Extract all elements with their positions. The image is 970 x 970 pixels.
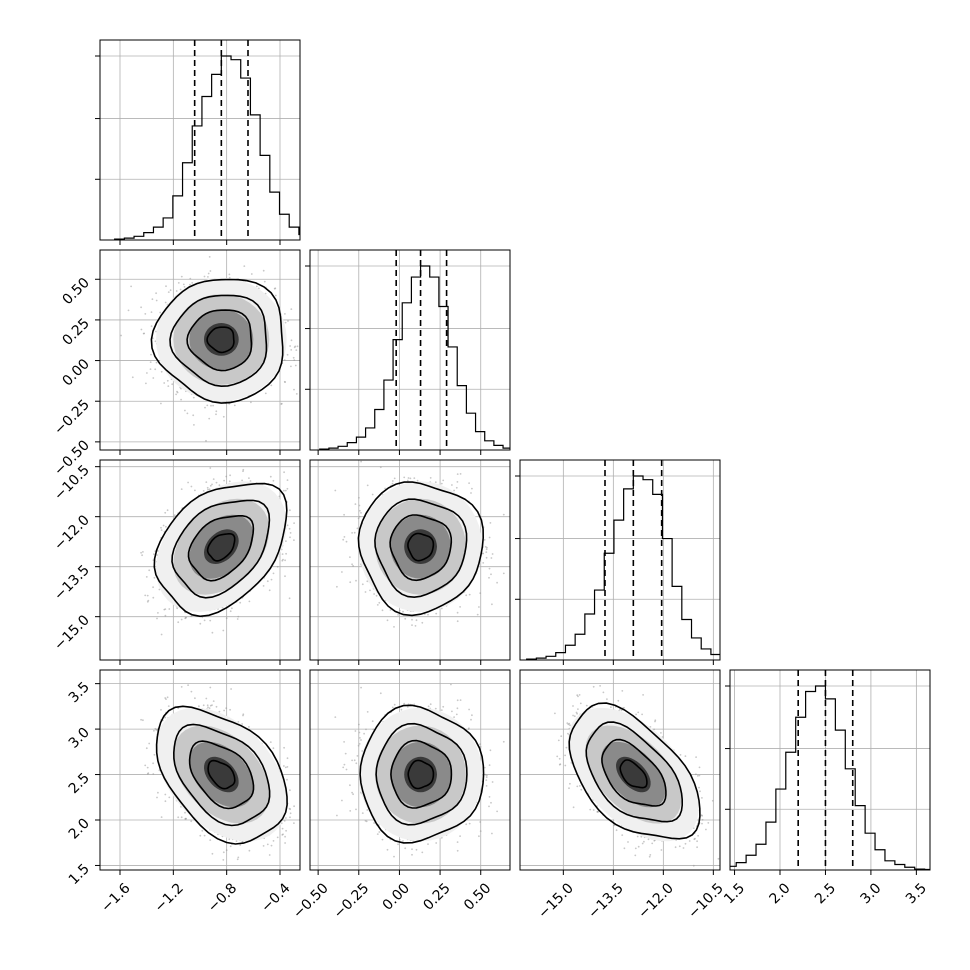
density-fill	[568, 707, 699, 842]
x-tick-label: 0.25	[420, 880, 453, 913]
contour-line	[601, 738, 667, 807]
panel-3-0	[95, 669, 301, 875]
panel-frame	[99, 459, 301, 661]
contour-line	[206, 533, 236, 562]
contour-line	[153, 482, 288, 618]
contour-line	[585, 721, 683, 823]
y-tick-label: −0.25	[51, 397, 93, 439]
contour-line	[150, 278, 284, 404]
panel-frame	[309, 669, 511, 871]
y-tick-label: 0.50	[59, 275, 92, 308]
x-tick-label: 1.5	[721, 880, 748, 907]
x-tick-label: −13.5	[585, 880, 627, 922]
panel-3-3	[725, 669, 931, 875]
x-tick-label: −0.50	[290, 880, 332, 922]
x-tick-label: −0.8	[205, 880, 240, 915]
contour-line	[155, 705, 288, 845]
panel-frame	[99, 249, 301, 451]
panel-2-0	[95, 459, 301, 665]
x-tick-label: 3.5	[903, 880, 930, 907]
panel-2-2	[515, 459, 721, 665]
x-tick-label: −1.6	[98, 880, 133, 915]
panel-frame	[729, 669, 931, 871]
contour-line	[375, 722, 468, 826]
x-tick-label: −0.25	[331, 880, 373, 922]
y-tick-label: −13.5	[51, 562, 93, 604]
contour-line	[206, 326, 235, 354]
contour-line	[357, 481, 485, 617]
contour-line	[172, 723, 271, 827]
contour-line	[568, 702, 701, 840]
x-tick-label: 0.00	[380, 880, 413, 913]
y-tick-label: −12.0	[51, 512, 93, 554]
contour-line	[359, 704, 485, 844]
panel-frame	[99, 39, 301, 241]
panel-frame	[309, 459, 511, 661]
density-fill	[156, 707, 287, 842]
panel-frame	[99, 669, 301, 871]
x-tick-label: −15.0	[535, 880, 577, 922]
contour-line	[207, 759, 236, 790]
y-tick-label: 0.00	[59, 356, 92, 389]
panel-frame	[519, 459, 721, 661]
y-tick-label: 2.0	[66, 816, 93, 843]
panel-0-0	[95, 39, 301, 245]
x-tick-label: −1.2	[152, 880, 187, 915]
contour-line	[188, 740, 255, 810]
panel-frame	[519, 669, 721, 871]
x-tick-label: 3.0	[857, 880, 884, 907]
panel-1-0	[95, 249, 301, 455]
x-tick-label: 2.0	[767, 880, 794, 907]
y-tick-label: 0.25	[59, 315, 92, 348]
panel-3-2	[519, 669, 721, 875]
x-tick-label: −12.0	[635, 880, 677, 922]
panel-3-1	[309, 669, 511, 875]
y-tick-label: 1.5	[66, 861, 93, 888]
x-tick-label: 0.50	[461, 880, 494, 913]
panel-2-1	[309, 459, 511, 665]
panel-frame	[309, 249, 511, 451]
contour-line	[619, 759, 648, 789]
contour-line	[374, 498, 468, 599]
x-tick-label: −0.4	[258, 880, 293, 915]
contour-line	[389, 514, 453, 582]
panel-1-1	[305, 249, 511, 455]
x-tick-label: 2.5	[812, 880, 839, 907]
y-tick-label: −15.0	[51, 612, 93, 654]
contour-line	[171, 499, 271, 599]
y-tick-label: 3.0	[66, 725, 93, 752]
contour-line	[186, 309, 253, 372]
corner-panels: −1.6 −1.2 −0.8 −0.4−0.50−0.25 0.00 0.25 0.50 −1…	[51, 39, 931, 922]
contour-line	[169, 294, 268, 388]
contour-line	[390, 739, 453, 809]
x-tick-label: −10.5	[685, 880, 727, 922]
y-tick-label: 3.5	[66, 679, 93, 706]
contour-line	[407, 759, 435, 790]
contour-line	[187, 515, 255, 582]
contour-line	[407, 532, 435, 562]
y-tick-label: 2.5	[66, 770, 93, 797]
